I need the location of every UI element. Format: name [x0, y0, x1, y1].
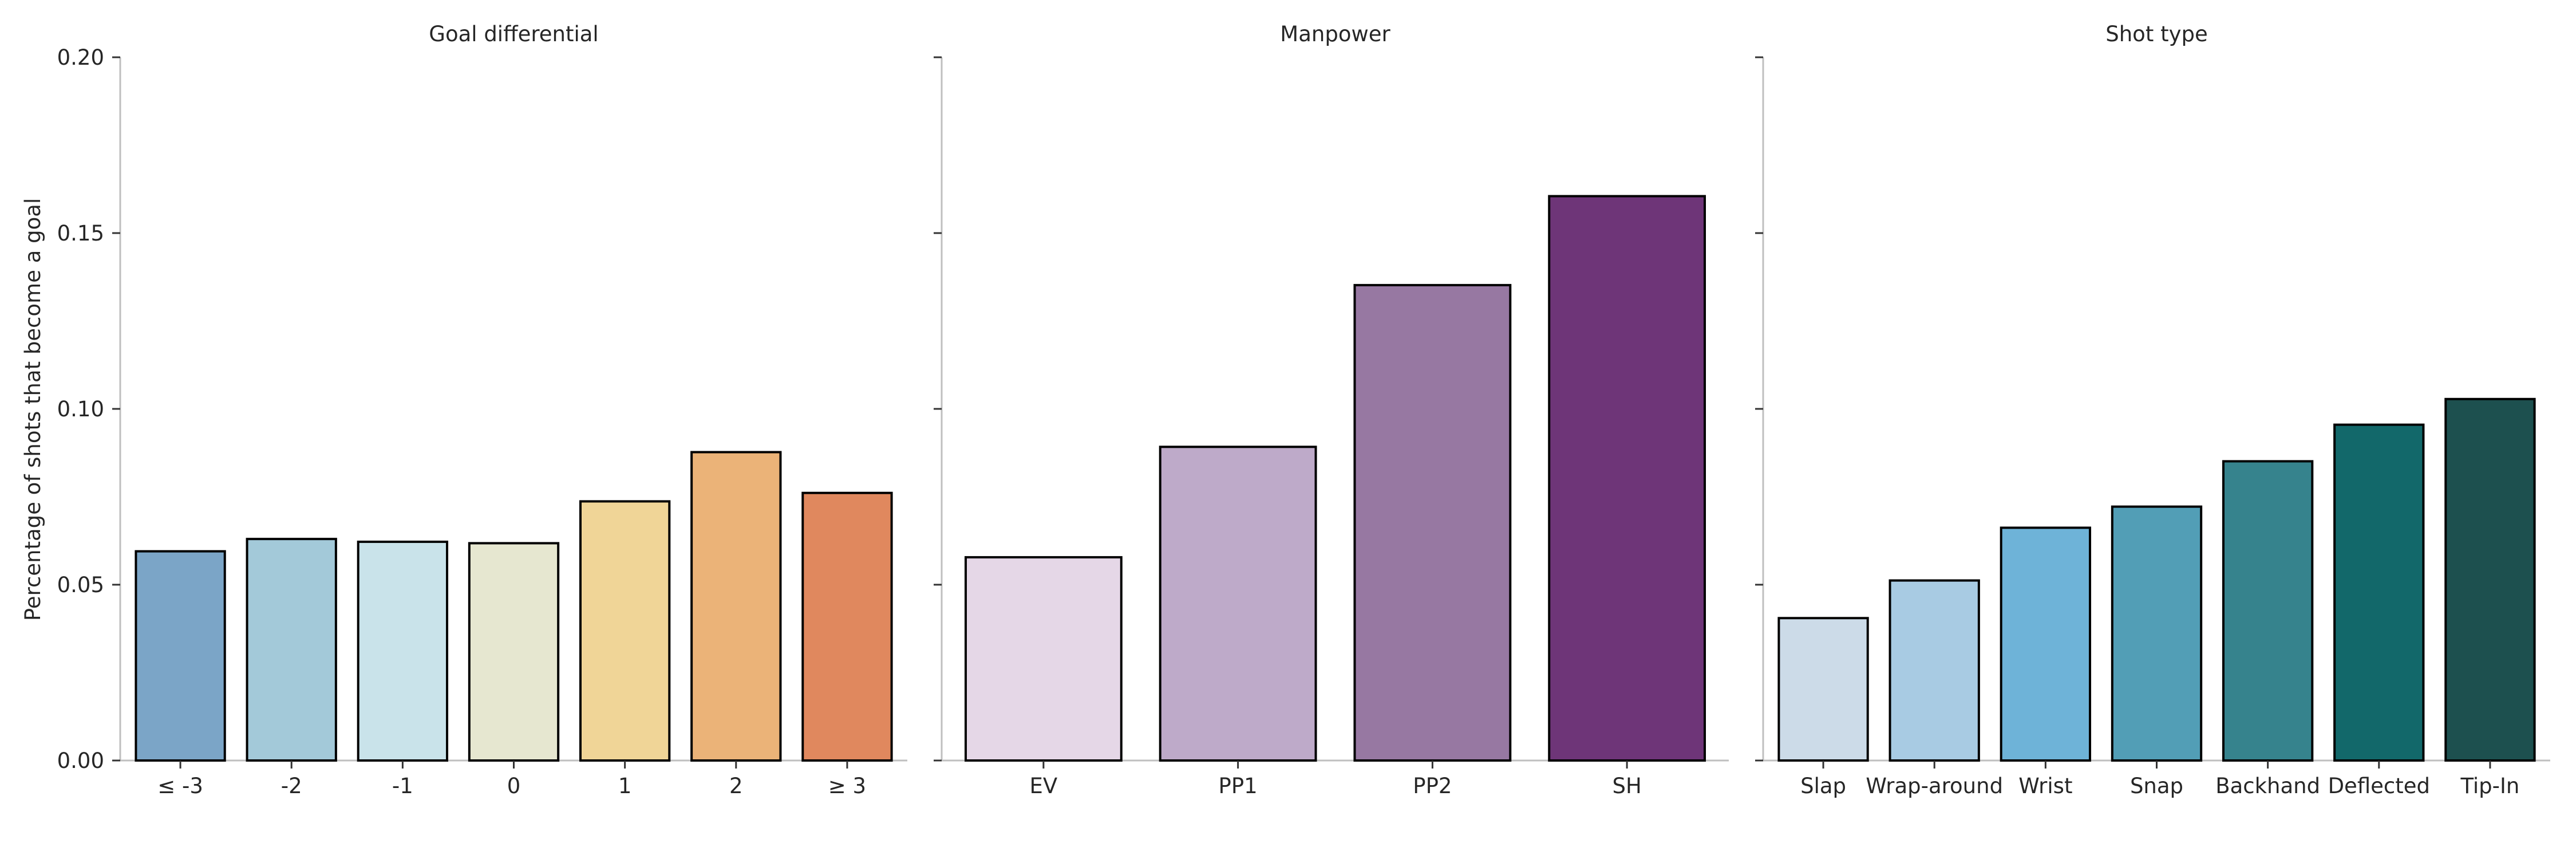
- bar-0-2: [357, 541, 449, 762]
- x-tick-label-0-0: ≤ -3: [157, 774, 203, 798]
- x-tick-label-2-0: Slap: [1800, 774, 1846, 798]
- x-tick-label-2-1: Wrap-around: [1866, 774, 2003, 798]
- y-tick-label-0: 0.00: [57, 748, 104, 773]
- bar-1-1: [1159, 446, 1317, 762]
- bar-1-2: [1353, 283, 1512, 762]
- x-tick-label-1-3: SH: [1612, 774, 1641, 798]
- y-tick-label-2: 0.10: [57, 397, 104, 421]
- x-tick-label-0-6: ≥ 3: [828, 774, 866, 798]
- x-tick-label-1-1: PP1: [1219, 774, 1258, 798]
- x-tick-label-0-5: 2: [729, 774, 743, 798]
- x-tick-label-0-3: 0: [507, 774, 521, 798]
- x-tick-label-1-0: EV: [1030, 774, 1058, 798]
- x-tick-label-2-2: Wrist: [2018, 774, 2072, 798]
- x-tick-label-0-1: -2: [281, 774, 302, 798]
- panel-title-1: Manpower: [1280, 22, 1390, 46]
- x-tick-label-0-2: -1: [392, 774, 413, 798]
- bar-1-3: [1548, 195, 1706, 762]
- bar-2-0: [1777, 617, 1869, 762]
- bar-2-6: [2444, 397, 2536, 762]
- x-tick-label-0-4: 1: [618, 774, 632, 798]
- x-tick-label-2-5: Deflected: [2328, 774, 2430, 798]
- x-tick-label-2-4: Backhand: [2215, 774, 2320, 798]
- bar-2-3: [2111, 505, 2203, 762]
- bar-0-6: [801, 491, 893, 762]
- bar-0-4: [579, 500, 671, 762]
- x-tick-label-2-6: Tip-In: [2460, 774, 2519, 798]
- bar-2-1: [1888, 579, 1980, 762]
- panel-title-0: Goal differential: [429, 22, 598, 46]
- x-tick-label-2-3: Snap: [2130, 774, 2183, 798]
- x-tick-label-1-2: PP2: [1413, 774, 1452, 798]
- bar-0-1: [246, 538, 337, 762]
- bar-2-5: [2333, 423, 2425, 762]
- bar-0-0: [135, 550, 226, 762]
- y-axis-label: Percentage of shots that become a goal: [21, 198, 45, 621]
- bar-2-4: [2222, 460, 2314, 762]
- y-tick-label-1: 0.05: [57, 573, 104, 597]
- y-tick-label-3: 0.15: [57, 221, 104, 246]
- bar-0-5: [690, 451, 782, 762]
- y-tick-label-4: 0.20: [57, 45, 104, 70]
- bar-2-2: [2000, 526, 2092, 762]
- bar-1-0: [964, 556, 1123, 762]
- bar-0-3: [468, 542, 560, 762]
- panel-title-2: Shot type: [2105, 22, 2208, 46]
